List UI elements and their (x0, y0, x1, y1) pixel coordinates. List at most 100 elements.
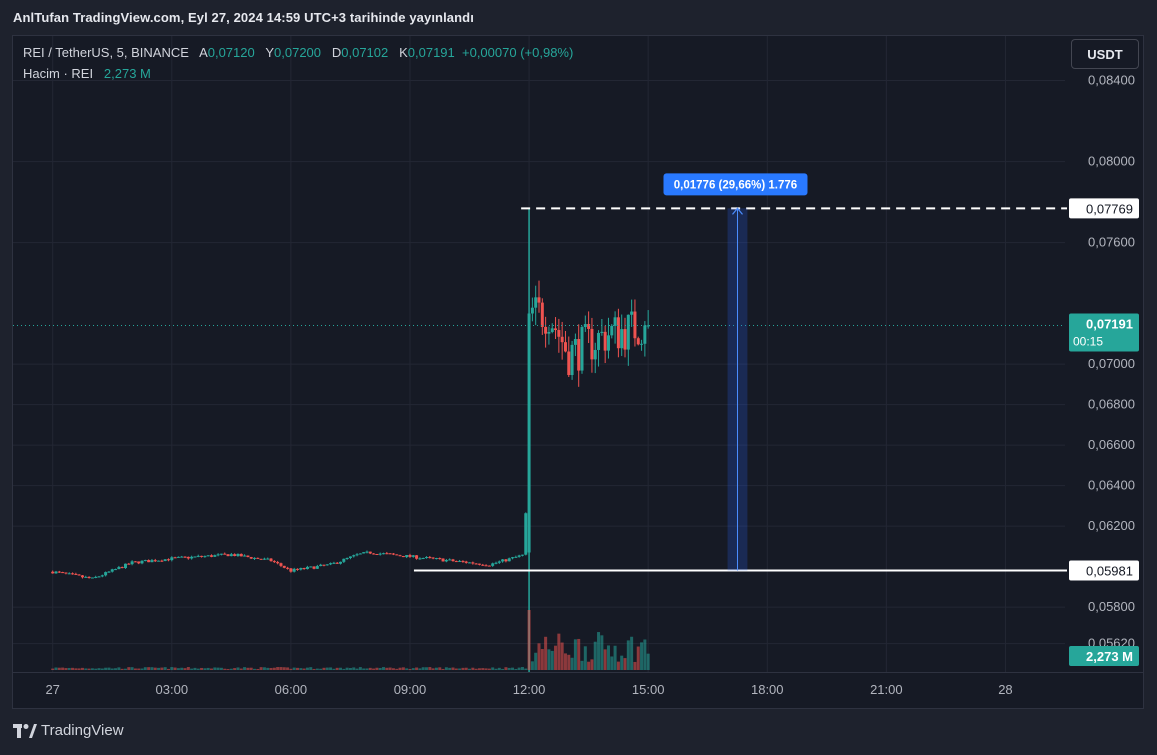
low-label: D (331, 45, 342, 60)
candle-body (643, 325, 647, 344)
volume-bar (276, 667, 280, 670)
publish-caption: AnlTufan TradingView.com, Eyl 27, 2024 1… (13, 10, 474, 25)
volume-bar (481, 668, 485, 670)
candle-body (520, 554, 524, 556)
candle-body (388, 553, 392, 555)
time-tick-label: 15:00 (632, 682, 665, 697)
volume-bar (150, 667, 154, 670)
time-tick-label: 21:00 (870, 682, 903, 697)
volume-bar (157, 667, 161, 670)
pump-candle-body (527, 313, 531, 553)
candle-body (223, 553, 227, 555)
candle-body (61, 572, 65, 574)
candle-body (127, 563, 131, 565)
candle-body (613, 317, 617, 326)
candle-body (365, 551, 369, 553)
volume-bar (282, 667, 286, 670)
volume-bar (547, 649, 551, 670)
candle-body (133, 561, 137, 563)
volume-bar (67, 667, 71, 670)
volume-axis-label: 2,273 M (1086, 649, 1133, 664)
candle-body (137, 561, 141, 564)
volume-bar (252, 668, 256, 670)
candle-body (570, 344, 574, 376)
candle-body (587, 324, 591, 329)
volume-bar (487, 668, 491, 670)
candle-body (504, 559, 508, 562)
volume-bar (358, 667, 362, 670)
currency-button[interactable]: USDT (1071, 39, 1139, 69)
volume-bar (613, 645, 617, 670)
candle-body (438, 558, 442, 560)
candle-body (114, 569, 118, 571)
volume-bar (623, 658, 627, 670)
candle-body (597, 332, 601, 350)
volume-bar (540, 649, 544, 670)
candle-body (468, 562, 472, 564)
candle-body (398, 555, 402, 557)
candle-body (355, 554, 359, 556)
candle-body (296, 568, 300, 570)
candle-body (408, 555, 412, 557)
volume-bar (418, 668, 422, 670)
candle-body (550, 328, 554, 332)
volume-bar (299, 668, 303, 670)
candle-body (90, 577, 94, 579)
volume-bar (590, 659, 594, 670)
volume-bar (272, 667, 276, 670)
candle-body (216, 554, 220, 556)
volume-bar (94, 668, 98, 670)
volume-bar (160, 667, 164, 670)
candle-body (382, 553, 386, 555)
open-value: 0,07120 (207, 45, 255, 60)
candle-body (540, 302, 544, 327)
volume-bar (501, 668, 505, 670)
volume-bar (583, 646, 587, 670)
candle-body (186, 556, 190, 559)
volume-bar (339, 667, 343, 670)
candle-body (309, 566, 313, 568)
candle-body (580, 327, 584, 371)
candle-body (279, 563, 283, 566)
candle-body (269, 558, 273, 562)
volume-bar (497, 667, 501, 670)
candle-body (64, 572, 68, 574)
volume-bar (183, 668, 187, 670)
candle-body (497, 561, 501, 563)
volume-bar (236, 667, 240, 670)
volume-bar (190, 668, 194, 670)
volume-bar (461, 667, 465, 670)
volume-bar (385, 667, 389, 670)
volume-bar (90, 668, 94, 670)
volume-bar (368, 667, 372, 670)
price-tick-label: 0,06400 (1088, 478, 1135, 493)
candle-body (448, 559, 452, 561)
candle-body (372, 553, 376, 555)
candle-body (160, 560, 164, 562)
horizontal-line-label-bg (1069, 198, 1139, 219)
volume-bar (355, 668, 359, 670)
candle-body (153, 560, 157, 562)
candles (51, 208, 650, 672)
ohlc-legend: REI / TetherUS, 5, BINANCE A0,07120 Y0,0… (23, 45, 573, 60)
candle-body (272, 561, 276, 563)
candle-body (620, 329, 624, 349)
candle-body (428, 557, 432, 559)
candle-body (451, 559, 455, 562)
chart-frame (12, 35, 1144, 709)
volume-bar (570, 657, 574, 670)
volume-bar (120, 668, 124, 670)
candle-body (378, 553, 382, 555)
volume-bar (438, 667, 442, 670)
price-tick-label: 0,07000 (1088, 356, 1135, 371)
volume-bar (74, 668, 78, 670)
horizontal-line-label-bg (1069, 560, 1139, 581)
volume-bar (213, 667, 217, 670)
volume-bar (279, 667, 283, 670)
candle-body (110, 569, 114, 572)
chart-canvas[interactable]: 0,08400 0,08000 0,07600 0,07000 0,06800 0,066… (13, 36, 1143, 708)
high-label: Y (265, 45, 275, 60)
volume-bar (524, 668, 528, 670)
candle-body (348, 556, 352, 559)
candle-body (213, 555, 217, 557)
